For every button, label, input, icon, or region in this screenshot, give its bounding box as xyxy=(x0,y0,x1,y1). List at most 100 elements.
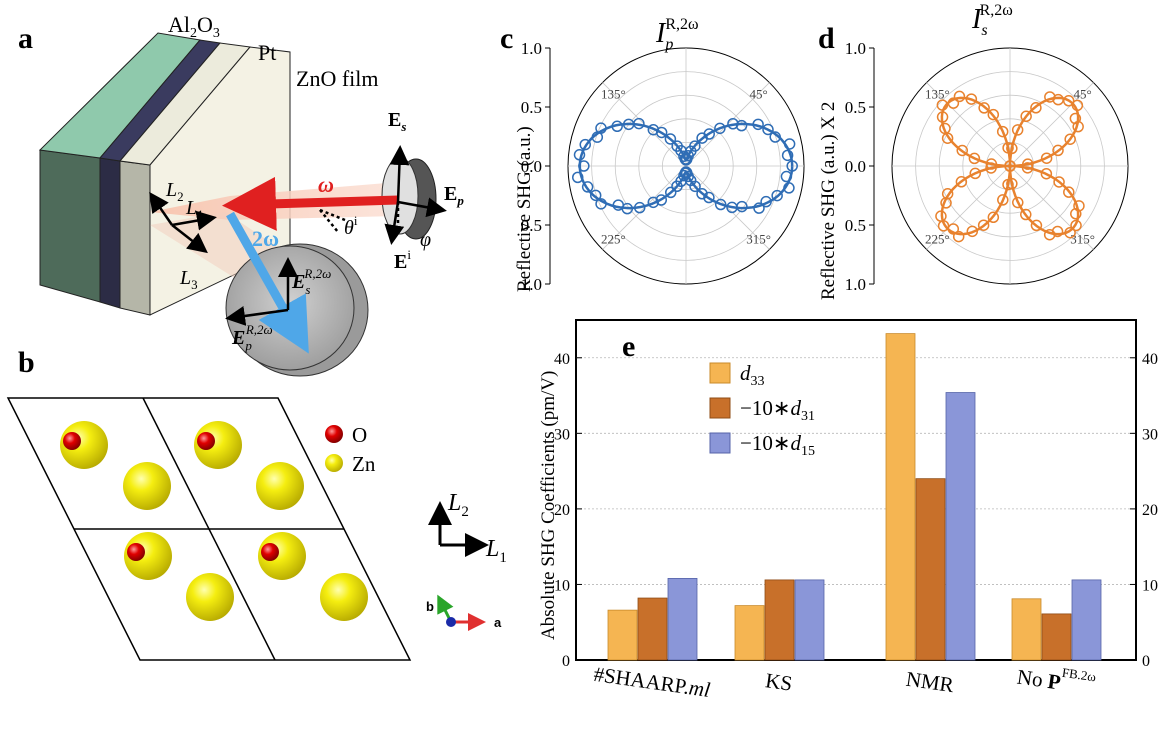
chart-c-ylabel: Reflective SHG (a.u.) xyxy=(514,126,535,292)
y-tick-label: 40 xyxy=(554,351,570,368)
polar-data-point xyxy=(955,176,968,188)
bar-33 xyxy=(885,333,916,661)
polar-data-point xyxy=(1064,226,1076,239)
pt-label: Pt xyxy=(258,40,276,65)
field-arrows xyxy=(225,145,447,326)
y-tick-label-right: 40 xyxy=(1142,351,1158,368)
bar-15 xyxy=(1071,579,1102,661)
lattice-l1-label: L1 xyxy=(485,536,507,566)
polar-data-point xyxy=(579,138,591,151)
polar-data-point xyxy=(671,140,683,152)
y-tick-label: 20 xyxy=(554,502,570,519)
panel-label-b: b xyxy=(18,346,35,379)
al2o3-label: Al2O3 xyxy=(168,12,220,41)
polar-radial-tick-label: 1.0 xyxy=(845,39,866,58)
polar-data-point xyxy=(783,138,796,150)
o-atom xyxy=(261,543,279,561)
legend-swatch xyxy=(709,362,731,384)
crystal-triad: b a xyxy=(426,594,502,631)
polar-data-point xyxy=(936,111,949,123)
polar-data-point xyxy=(736,200,748,213)
panel-label-e: e xyxy=(622,330,635,363)
ep-label: Ep xyxy=(444,183,464,208)
y-tick-label-right: 0 xyxy=(1142,653,1150,670)
omega-arrow xyxy=(222,176,399,231)
polar-data-point xyxy=(633,201,646,214)
polar-data-point xyxy=(1040,152,1053,164)
polar-data-point xyxy=(1072,120,1084,133)
polar-data-point xyxy=(1020,110,1032,123)
y-tick-label-right: 30 xyxy=(1142,426,1158,443)
polar-data-point xyxy=(678,150,690,162)
bar-31 xyxy=(764,579,795,661)
polar-data-point xyxy=(1011,124,1024,136)
zn-atom xyxy=(186,573,234,621)
o-atom xyxy=(63,432,81,450)
polar-data-point xyxy=(591,131,604,143)
y-tick-label: 30 xyxy=(554,426,570,443)
polar-data-point xyxy=(589,189,602,202)
polar-data-point xyxy=(1020,208,1032,221)
panel-b: b O Zn L2 L1 b a xyxy=(6,346,507,661)
polar-data-point xyxy=(621,202,634,215)
y-tick-label-right: 10 xyxy=(1142,577,1158,594)
polar-data-point xyxy=(664,133,677,145)
polar-data-point xyxy=(655,194,668,206)
phi-label: φ xyxy=(420,229,431,251)
zn-atom xyxy=(256,462,304,510)
polar-radial-tick-label: 1.0 xyxy=(521,275,542,294)
es-label: Es xyxy=(388,109,406,134)
category-label: No PFB.2ω xyxy=(1016,658,1098,699)
bar-31 xyxy=(915,478,946,661)
theta-label: θi xyxy=(344,213,358,239)
polar-data-point xyxy=(965,93,978,105)
bar-15 xyxy=(794,579,825,661)
bar-33 xyxy=(607,609,638,661)
panel-c: c IpR,2ω 45°135°225° 315°1.00.50.00.51.0 … xyxy=(500,16,805,294)
bar-31 xyxy=(637,597,668,661)
plot-frame xyxy=(575,319,1137,661)
omega-label: ω xyxy=(318,172,334,197)
polar-radial-tick-label: 1.0 xyxy=(521,39,542,58)
legend-swatch xyxy=(709,397,731,419)
atoms xyxy=(60,421,368,621)
unit-cell-grid xyxy=(6,397,412,661)
polar-data-point xyxy=(783,182,795,194)
polar-data-point xyxy=(969,167,981,180)
polar-data-point xyxy=(696,132,708,144)
polar-data-point xyxy=(941,132,954,144)
polar-data-point xyxy=(952,230,965,243)
polar-grid-spoke xyxy=(1009,82,1094,167)
polar-data-point xyxy=(1070,219,1082,232)
lab-axes xyxy=(149,191,217,254)
o-atom xyxy=(197,432,215,450)
bar-33 xyxy=(734,605,765,661)
polar-data-point xyxy=(689,180,701,193)
polar-radial-tick-label: 1.0 xyxy=(845,275,866,294)
esr-label: EsR,2ω xyxy=(291,266,331,297)
legend-label: −10∗d15 xyxy=(740,431,815,459)
polar-data-point xyxy=(573,149,586,161)
polar-grid-spoke xyxy=(926,165,1011,250)
triad-a-label: a xyxy=(494,615,502,630)
polar-data-point xyxy=(760,195,772,208)
panel-e: e 0 0 10 10 20 20 30 30 40 40 #SHAARP.ml KS NMR No PF… xyxy=(538,319,1158,702)
polar-data-point xyxy=(1006,177,1018,190)
polar-data-point xyxy=(571,171,584,184)
legend-zn-swatch xyxy=(325,454,343,472)
polar-data-point xyxy=(696,188,708,200)
chart-c-title: IpR,2ω xyxy=(655,16,699,53)
polar-data-point xyxy=(578,160,590,172)
polar-data-point xyxy=(1063,186,1075,198)
polar-data-point xyxy=(1012,196,1024,209)
panel-label-c: c xyxy=(500,22,513,55)
polar-data-point xyxy=(1040,167,1053,180)
triad-b-label: b xyxy=(426,599,434,614)
polar-data-point xyxy=(987,108,1000,121)
bar-15 xyxy=(945,392,976,661)
zn-atom xyxy=(320,573,368,621)
chart-d-title: IsR,2ω xyxy=(971,2,1013,39)
panel-d: d IsR,2ω 45°135°225° 315°1.00.50.00.51.0 … xyxy=(818,2,1129,300)
polar-data-point xyxy=(1051,225,1064,238)
polar-data-point xyxy=(977,219,990,231)
